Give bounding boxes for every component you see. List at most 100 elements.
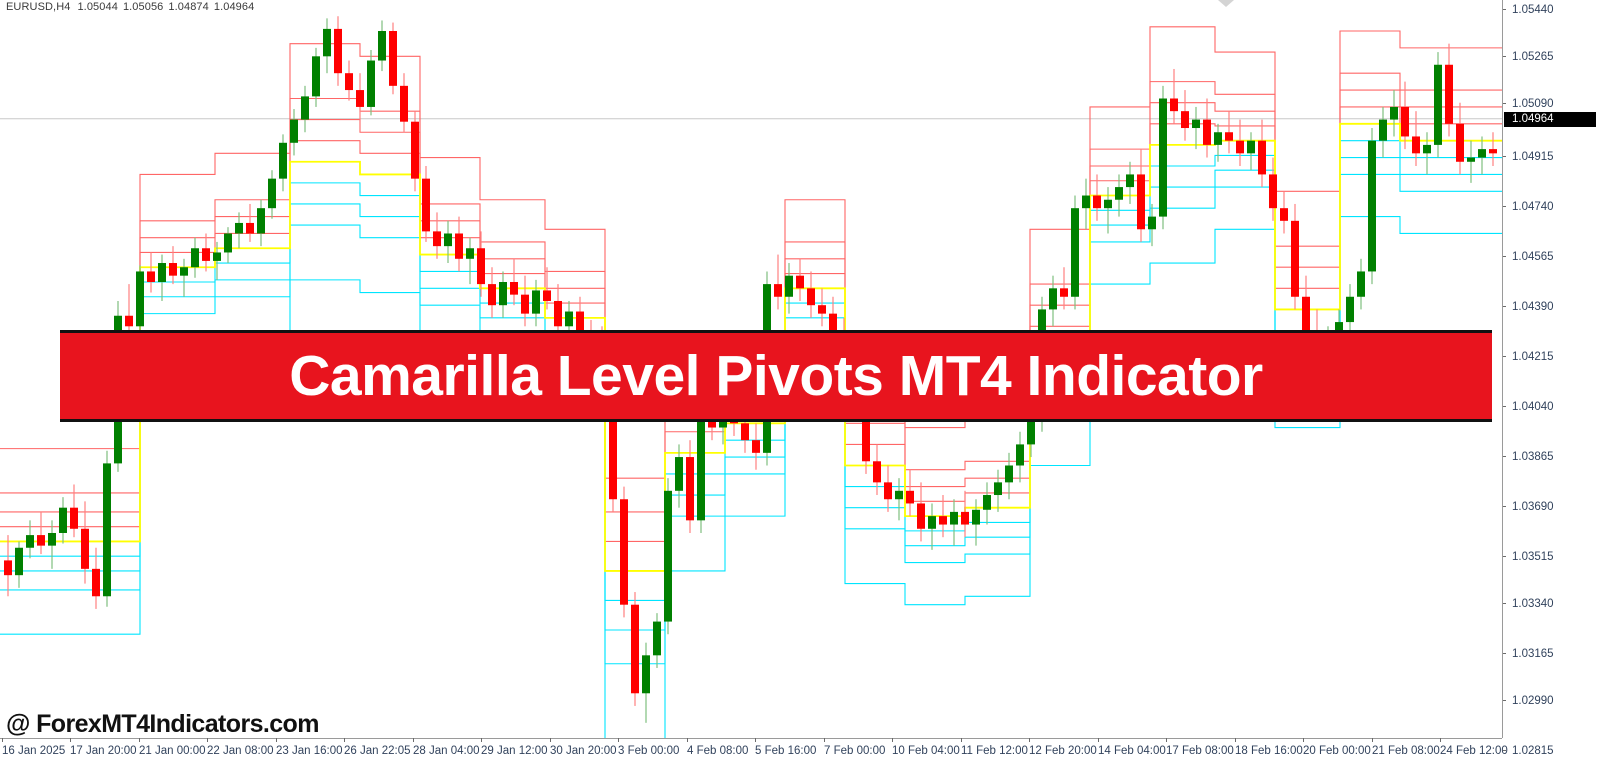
ohlc-open: 1.05044 [77, 1, 118, 13]
candle-body [169, 263, 177, 276]
candle-body [807, 288, 815, 306]
title-banner: Camarilla Level Pivots MT4 Indicator [60, 330, 1492, 422]
candle-body [741, 423, 749, 441]
time-tick-label: 7 Feb 00:00 [824, 738, 886, 757]
candle-body [345, 73, 353, 91]
time-tick-label: 24 Feb 12:00 [1440, 738, 1508, 757]
site-watermark: @ ForexMT4Indicators.com [6, 710, 319, 738]
candle-body [1412, 136, 1420, 154]
candle-body [103, 463, 111, 597]
candle-body [1302, 296, 1310, 331]
candle-body [994, 482, 1002, 496]
ohlc-close: 1.04964 [213, 1, 255, 13]
support-level-line [0, 216, 1502, 738]
candle-body [972, 509, 980, 525]
candle-body [774, 284, 782, 297]
candle-body [1115, 187, 1123, 200]
candle-body [466, 248, 474, 259]
candle-body [1379, 119, 1387, 141]
candle-body [1247, 140, 1255, 154]
candle-body [532, 290, 540, 314]
resistance-level-line [0, 72, 1502, 494]
candle-body [862, 389, 870, 462]
time-tick-label: 18 Feb 16:00 [1235, 738, 1303, 757]
candle-body [928, 516, 936, 529]
candle-body [136, 271, 144, 327]
time-tick-label: 26 Jan 22:05 [344, 738, 411, 757]
candle-body [675, 457, 683, 491]
candle-body [312, 56, 320, 97]
time-tick-label: 3 Feb 00:00 [618, 738, 680, 757]
price-tick-label: 1.02990 [1503, 694, 1554, 708]
candle-body [1489, 149, 1497, 154]
candle-body [70, 507, 78, 529]
candle-body [1467, 157, 1475, 162]
candle-body [884, 482, 892, 500]
candle-body [1346, 296, 1354, 323]
price-tick-label: 1.05265 [1503, 50, 1554, 64]
candle-body [829, 313, 837, 335]
candle-body [950, 511, 958, 525]
symbol-ohlc-header: EURUSD,H4 1.05044 1.05056 1.04874 1.04964 [6, 1, 259, 13]
candle-body [1423, 144, 1431, 154]
time-tick-label: 29 Jan 12:00 [481, 738, 548, 757]
candle-body [906, 490, 914, 504]
price-tick-label: 1.04565 [1503, 250, 1554, 264]
candle-body [642, 655, 650, 694]
candle-body [257, 208, 265, 234]
time-tick-label: 4 Feb 08:00 [687, 738, 749, 757]
candle-body [1192, 119, 1200, 129]
candle-body [939, 516, 947, 525]
candle-body [389, 31, 397, 86]
candle-body [488, 284, 496, 306]
candle-body [620, 499, 628, 605]
candle-body [1478, 149, 1486, 158]
candle-body [235, 222, 243, 234]
candle-body [1060, 288, 1068, 297]
time-tick-label: 30 Jan 20:00 [550, 738, 617, 757]
time-axis[interactable]: 16 Jan 2025 17 Jan 20:00 21 Jan 00:00 22 Ja… [0, 738, 1508, 765]
candle-body [1401, 106, 1409, 137]
candle-body [521, 294, 529, 314]
candle-body [510, 281, 518, 295]
price-tick-label: 1.05440 [1503, 3, 1554, 17]
candle-body [565, 311, 573, 327]
price-axis[interactable]: 1.05440 1.05265 1.05090 1.04915 1.04740 1.045… [1502, 0, 1600, 757]
price-tick-label: 1.03165 [1503, 647, 1554, 661]
candle-body [1159, 98, 1167, 217]
candle-body [1390, 106, 1398, 120]
candle-body [1104, 199, 1112, 209]
price-tick-label: 1.03515 [1503, 550, 1554, 564]
candle-body [213, 252, 221, 261]
candle-body [1016, 444, 1024, 466]
candle-body [92, 568, 100, 597]
time-tick-label: 17 Feb 08:00 [1166, 738, 1234, 757]
candle-body [1005, 465, 1013, 483]
price-tick-label: 1.04915 [1503, 150, 1554, 164]
candle-body [1082, 195, 1090, 209]
candle-body [290, 119, 298, 143]
time-tick-label: 23 Jan 16:00 [276, 738, 343, 757]
candle-body [873, 461, 881, 483]
time-tick-label: 22 Jan 08:00 [207, 738, 274, 757]
candle-body [48, 532, 56, 546]
candle-body [1181, 111, 1189, 129]
candle-body [202, 248, 210, 261]
candle-body [1434, 64, 1442, 145]
symbol-label: EURUSD,H4 [6, 1, 71, 13]
candle-body [686, 457, 694, 521]
candle-body [1170, 98, 1178, 112]
candle-body [796, 275, 804, 289]
time-tick-label: 28 Jan 04:00 [413, 738, 480, 757]
candle-body [1214, 132, 1222, 145]
candle-body [1335, 322, 1343, 335]
candle-body [367, 60, 375, 107]
price-tick-label: 1.03340 [1503, 597, 1554, 611]
candle-body [785, 275, 793, 297]
price-tick-label: 1.03865 [1503, 450, 1554, 464]
time-tick-label: 5 Feb 16:00 [755, 738, 817, 757]
time-tick-label: 16 Jan 2025 [2, 738, 66, 757]
candle-body [246, 222, 254, 234]
candle-body [1269, 174, 1277, 209]
candle-body [543, 290, 551, 301]
